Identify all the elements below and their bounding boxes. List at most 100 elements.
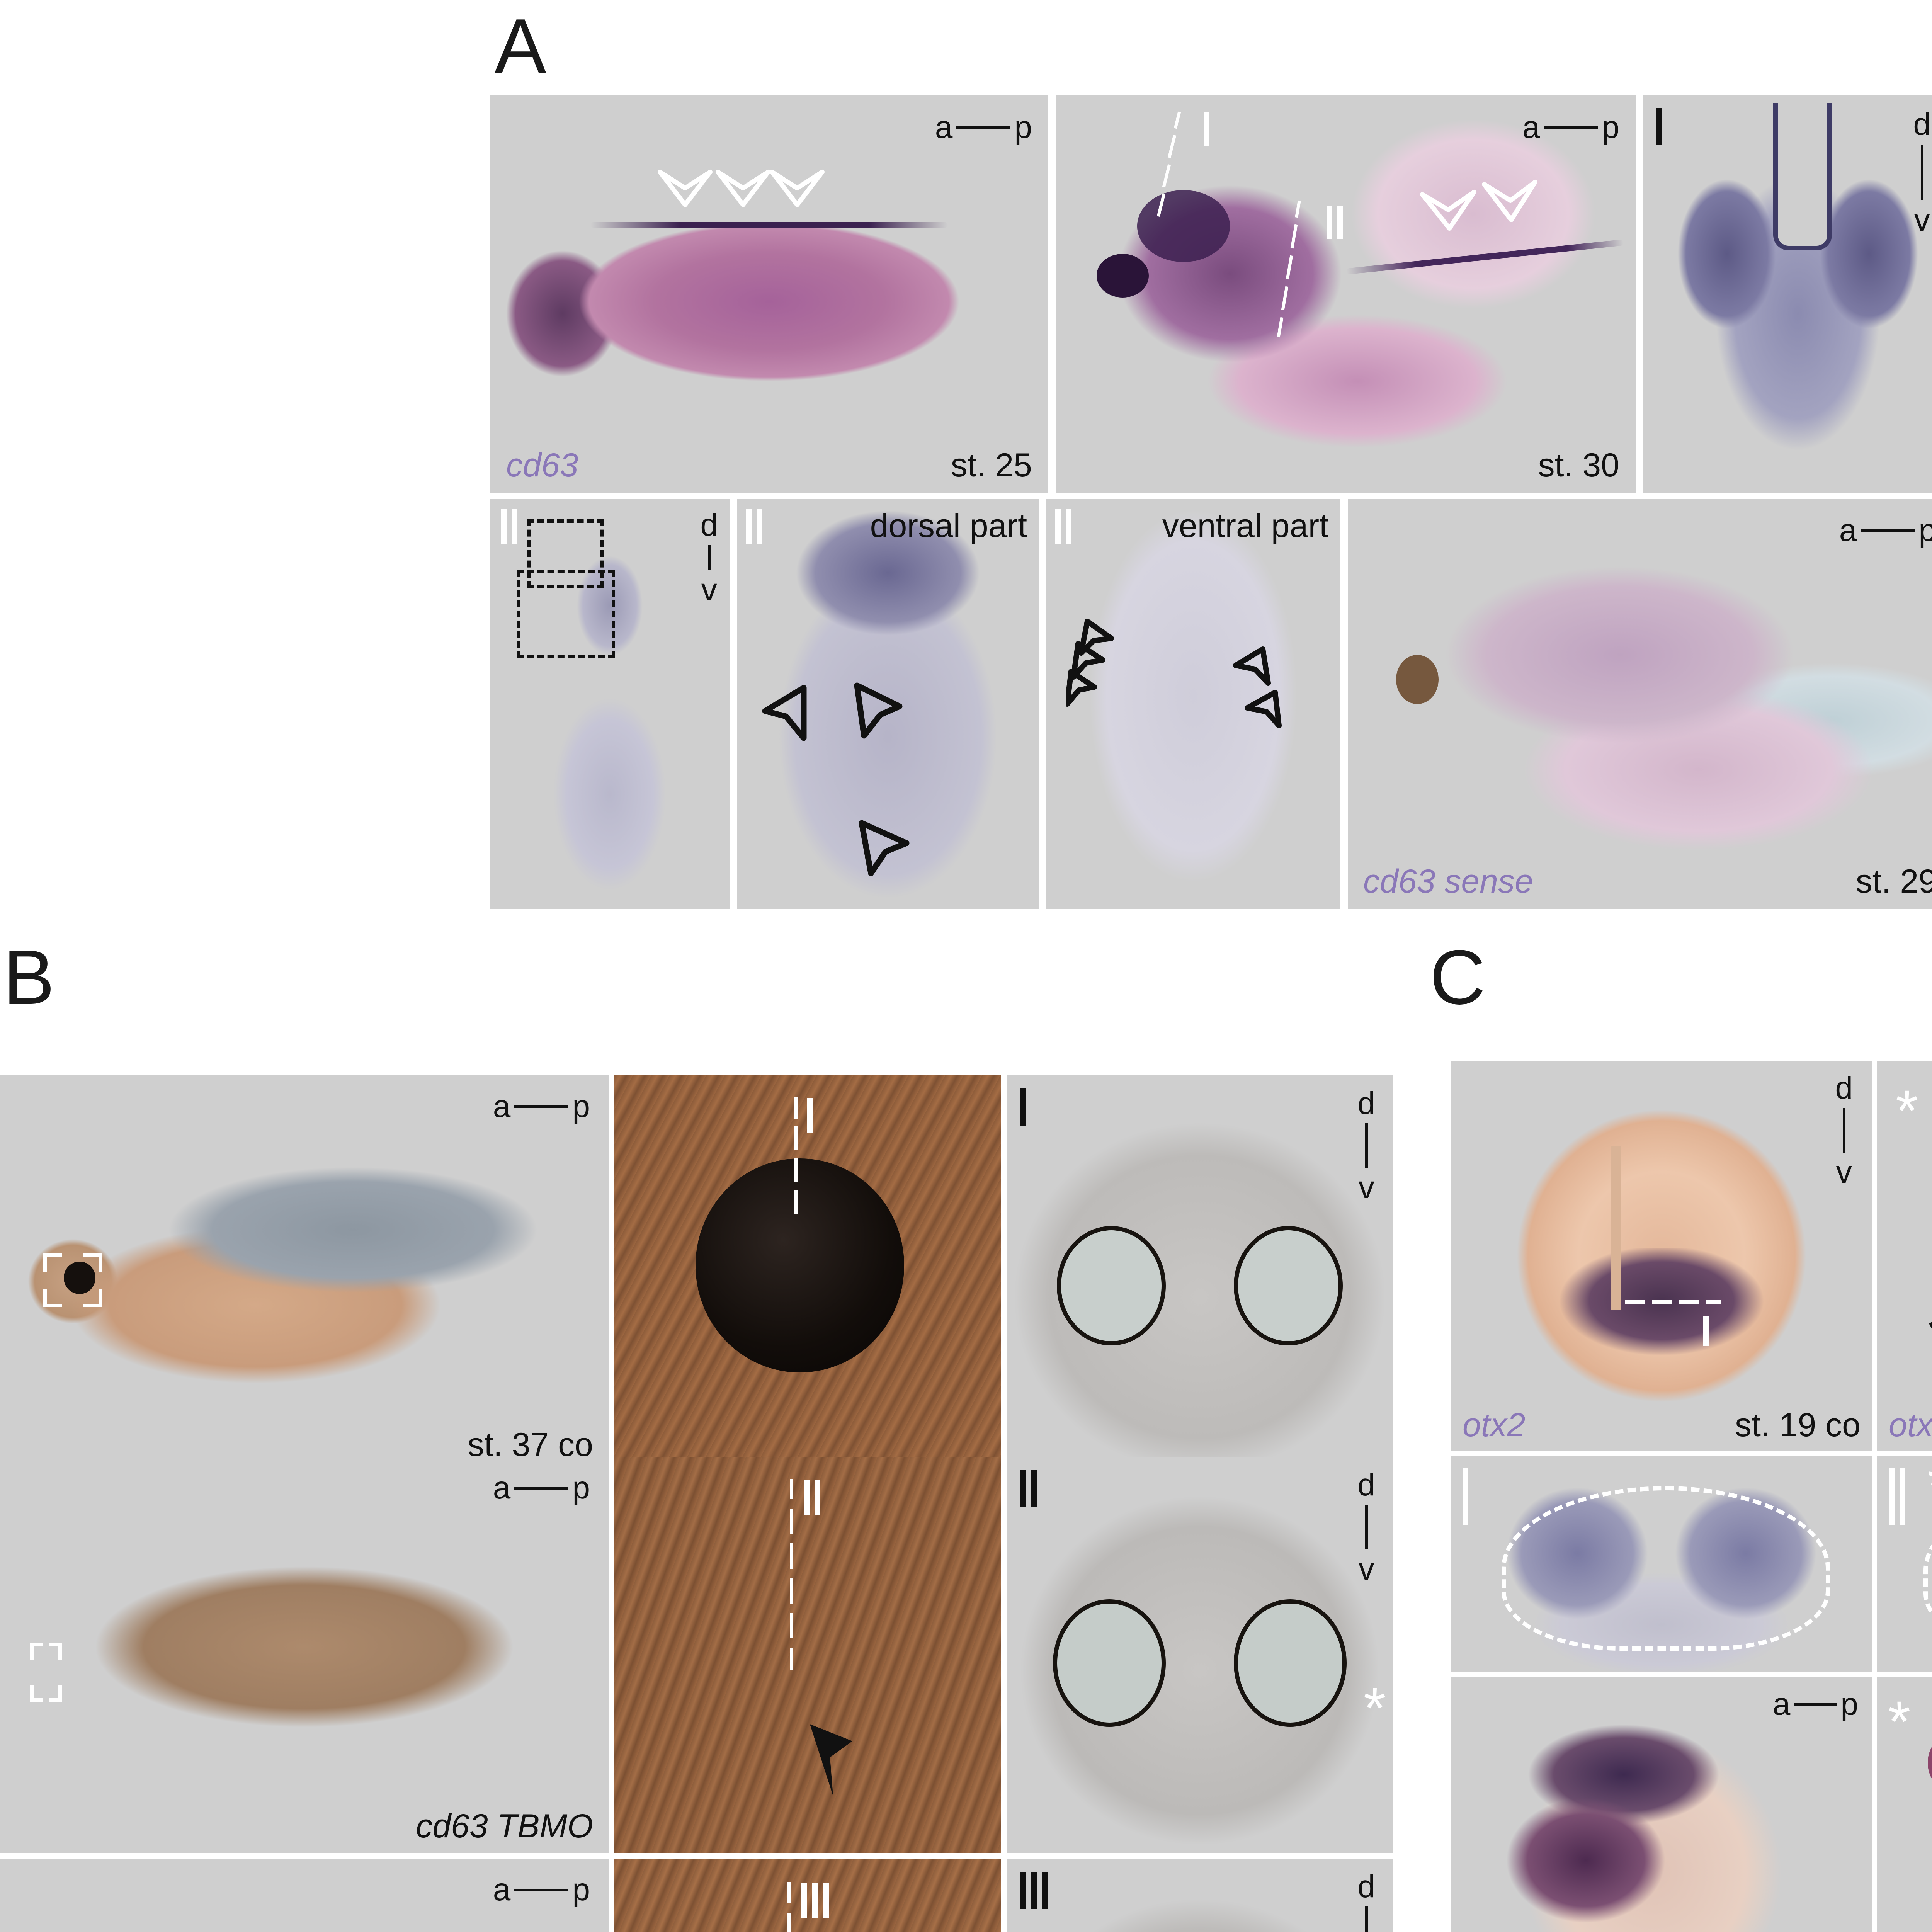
panel-letter-b: B: [3, 934, 55, 1020]
dorsal-label: d: [1913, 107, 1931, 142]
dorsal-label: d: [1357, 1869, 1375, 1904]
histology-dorsal-part: [737, 499, 1039, 909]
filled-arrowhead-icon: [810, 1724, 852, 1796]
eye-closeup-tbmo: [614, 1457, 1001, 1853]
posterior-label: p: [1840, 1687, 1858, 1722]
roman-numeral-II: [1055, 509, 1071, 544]
roman-numeral-II: [1327, 206, 1343, 239]
posterior-label: p: [1014, 110, 1032, 145]
gene-label-cd63: cd63: [506, 446, 578, 484]
section-plane-II: [1272, 199, 1323, 354]
histology-section-II-overview: [490, 499, 730, 909]
open-arrowhead-icon: [658, 170, 825, 207]
tadpole-photo-tbmo: [0, 1457, 609, 1853]
embryo-head-tbmo: [1877, 1677, 1932, 1932]
panelB-row1-eye-closeup: [614, 1075, 1001, 1471]
axis-line: [514, 1486, 569, 1490]
anterior-label: a: [1772, 1687, 1791, 1722]
roman-numeral-II: [746, 509, 762, 544]
panelB-row2-eye-closeup: [614, 1457, 1001, 1853]
dorsal-label: d: [1835, 1070, 1853, 1105]
section-plane-I: [789, 1097, 804, 1244]
panel-letter-c: C: [1430, 934, 1486, 1020]
histology-section-rescue: [1007, 1859, 1393, 1932]
axis-line: [1794, 1703, 1837, 1706]
axis-line: [1920, 145, 1923, 200]
posterior-label: p: [572, 1470, 590, 1505]
open-arrowhead-icon: [762, 682, 910, 876]
panelC-row1-label: st. 19 co: [1735, 1406, 1861, 1444]
axis-line: [707, 545, 711, 570]
ventral-label: v: [1836, 1155, 1852, 1190]
roman-numeral-I: [1204, 112, 1209, 146]
axis-line: [514, 1105, 569, 1108]
gene-label-otx2: otx2: [1889, 1406, 1932, 1444]
panelB-row2-label: cd63 TBMO: [416, 1807, 593, 1845]
roman-numeral-I: [1656, 108, 1662, 145]
dorsal-label: d: [1357, 1467, 1375, 1502]
asterisk-marker: *: [1363, 1675, 1386, 1740]
caption-dorsal-part: dorsal part: [870, 507, 1027, 544]
panelC-row3-otx2-st31-tbmo: * ap otx2 cd63 TBMO: [1877, 1677, 1932, 1932]
axis-line: [1861, 529, 1915, 532]
open-arrowhead-icon: [1066, 619, 1282, 728]
orientation-marker-dv: dv: [1357, 1871, 1375, 1932]
asterisk-marker: *: [1927, 1457, 1932, 1515]
axis-line: [1544, 126, 1598, 129]
axis-line: [956, 126, 1011, 129]
stage-label-st29: st. 29: [1855, 862, 1932, 900]
embryo-photo-cd63-st25: [490, 95, 1048, 493]
anterior-label: a: [935, 110, 953, 145]
axis-line: [1365, 1906, 1368, 1932]
panelB-row3-eye-closeup: [614, 1859, 1001, 1932]
embryo-photo-cd63-sense: [1348, 499, 1932, 909]
panelC-row3-otx2-st31-control: ap otx2 st. 31 co: [1451, 1677, 1872, 1932]
roman-numeral-II: [1889, 1468, 1905, 1525]
posterior-label: p: [1918, 513, 1932, 548]
section-plane-I: [1153, 110, 1203, 249]
panelB-row3-whole-embryo: ap cd63 TBMO + cd63 mRNA: [0, 1859, 609, 1932]
section-plane-III: [782, 1882, 798, 1932]
asterisk-marker: *: [1896, 1078, 1918, 1143]
roi-box-eye: [30, 1643, 62, 1702]
panelC-row2-section-II: *: [1877, 1456, 1932, 1672]
posterior-label: p: [1602, 110, 1619, 145]
ventral-label: v: [1358, 1551, 1374, 1587]
panelA-section-II-dorsal: dorsal part: [737, 499, 1039, 909]
roman-numeral-I: [807, 1098, 813, 1133]
dorsal-label: d: [1357, 1086, 1375, 1121]
open-arrowhead-icon: [1420, 180, 1537, 231]
anterior-label: a: [493, 1089, 511, 1124]
axis-line: [1842, 1108, 1845, 1153]
roman-numeral-III: [801, 1883, 829, 1918]
anterior-label: a: [493, 1872, 511, 1907]
anterior-label: a: [1522, 110, 1540, 145]
ventral-label: v: [1914, 202, 1930, 238]
roi-box-eye: [43, 1253, 102, 1307]
anterior-label: a: [493, 1470, 511, 1505]
section-plane-I: [1625, 1296, 1721, 1308]
eye-closeup-rescue: [614, 1859, 1001, 1932]
embryo-dorsal-view-tbmo: [1877, 1061, 1932, 1451]
panelC-row1-otx2-tbmo: * dv otx2 cd63 TBMO: [1877, 1061, 1932, 1451]
stage-label-st25: st. 25: [951, 446, 1032, 484]
panelA-section-II-ventral: ventral part: [1046, 499, 1340, 909]
tadpole-photo-control: [0, 1075, 609, 1471]
roman-numeral-II: [1020, 1470, 1037, 1507]
gene-label-cd63-sense: cd63 sense: [1363, 862, 1533, 900]
posterior-label: p: [572, 1089, 590, 1124]
caption-ventral-part: ventral part: [1162, 507, 1328, 544]
panel-letter-a: A: [495, 3, 546, 89]
